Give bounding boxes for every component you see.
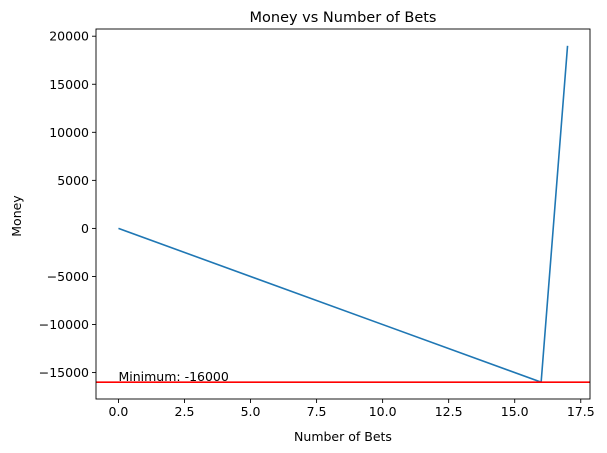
y-tick-label: 0 — [81, 221, 89, 236]
y-tick-label: −10000 — [39, 317, 89, 332]
x-tick-label: 17.5 — [567, 404, 595, 419]
y-tick-label: −5000 — [47, 269, 89, 284]
x-tick-label: 10.0 — [369, 404, 397, 419]
x-tick-label: 12.5 — [435, 404, 463, 419]
y-tick-label: 20000 — [49, 29, 89, 44]
chart-title: Money vs Number of Bets — [250, 10, 437, 26]
x-tick-label: 0.0 — [109, 404, 129, 419]
y-tick-label: 5000 — [57, 173, 89, 188]
y-tick-label: 10000 — [49, 125, 89, 140]
x-tick-label: 2.5 — [175, 404, 195, 419]
minimum-annotation: Minimum: -16000 — [118, 369, 228, 384]
x-tick-label: 5.0 — [241, 404, 261, 419]
plot-area: Minimum: -16000 0.0 2.5 5.0 7.5 10.0 12.5 15.0 1… — [39, 28, 595, 419]
y-tick-label: −15000 — [39, 365, 89, 380]
series-line-0 — [118, 45, 569, 383]
x-tick-label: 15.0 — [501, 404, 529, 419]
x-axis-label: Number of Bets — [294, 429, 392, 444]
x-tick-label: 7.5 — [307, 404, 327, 419]
y-tick-label: 15000 — [49, 77, 89, 92]
axes-frame — [95, 28, 591, 400]
y-axis-label: Money — [9, 195, 24, 237]
